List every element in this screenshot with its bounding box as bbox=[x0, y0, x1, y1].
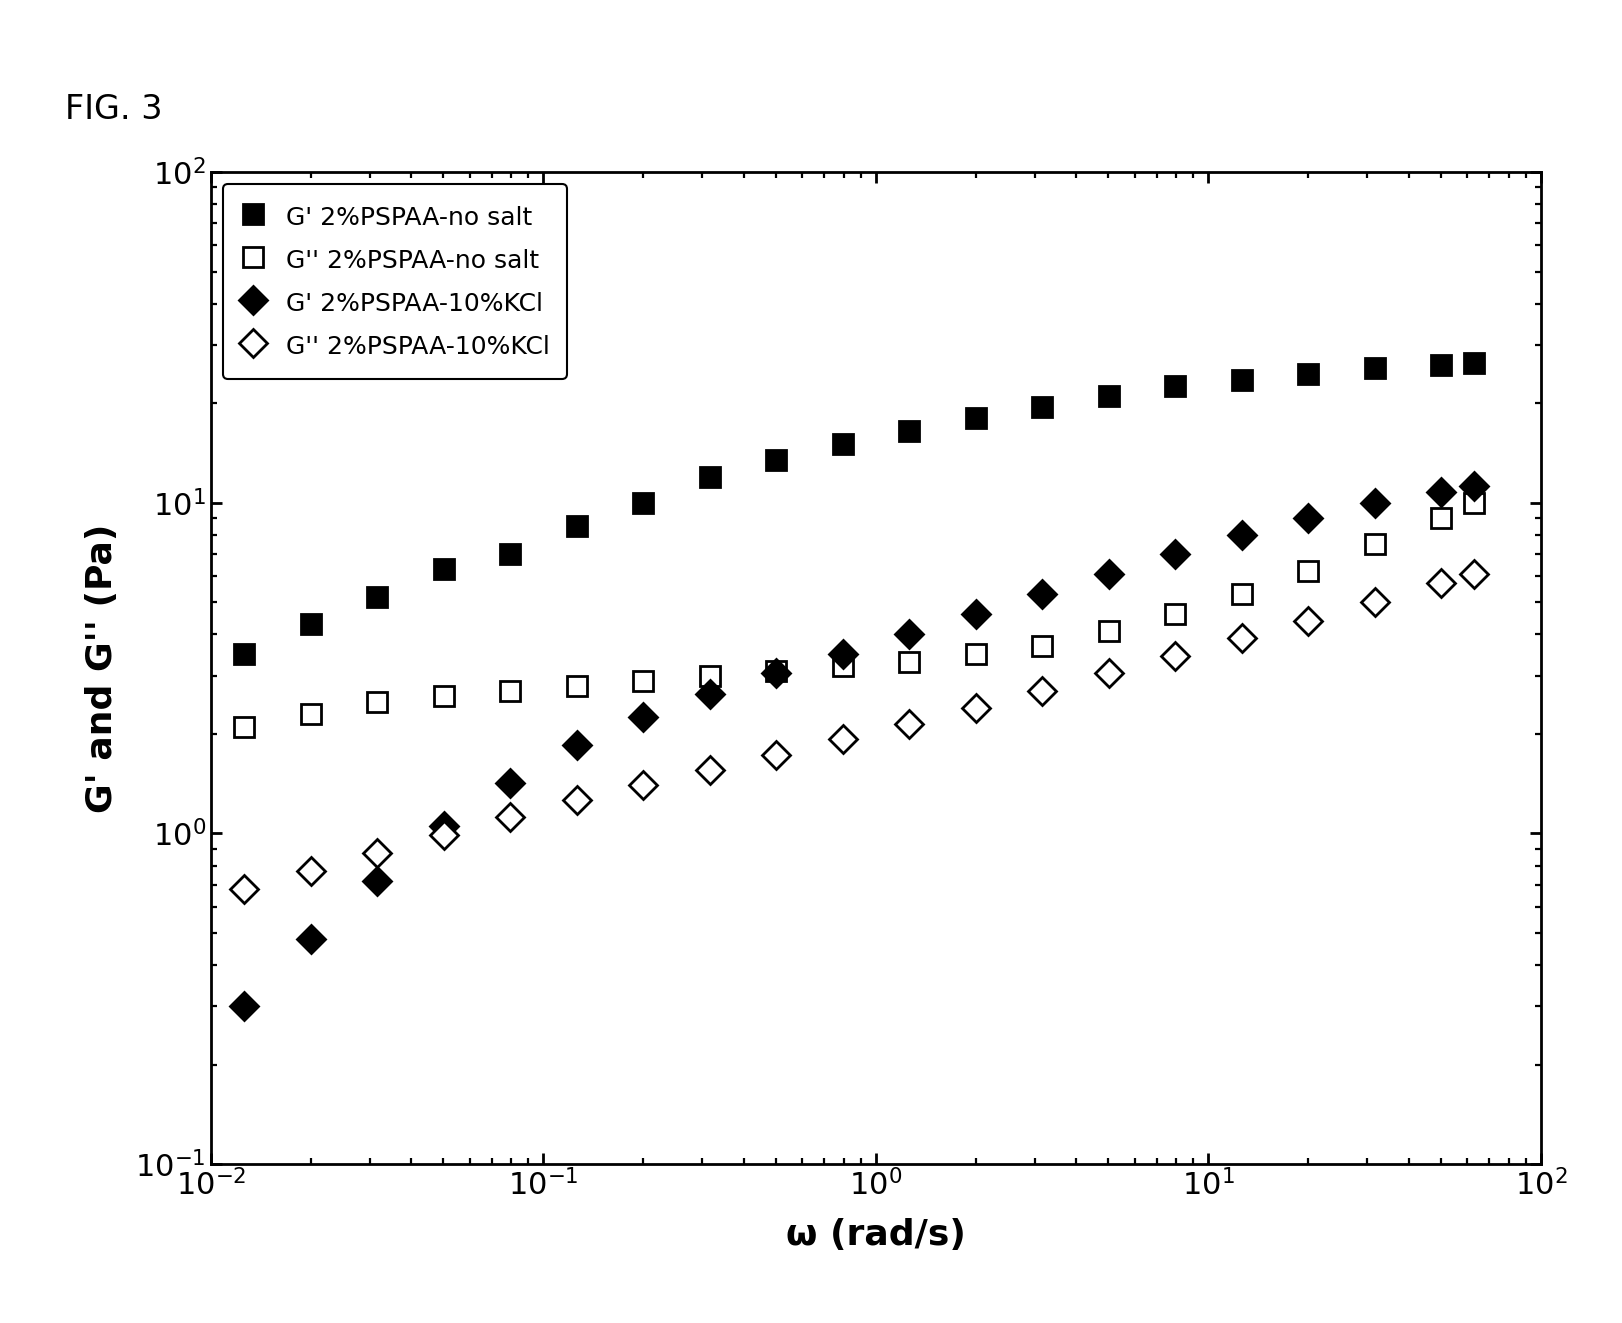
G' 2%PSPAA-no salt bbox=[1431, 357, 1450, 373]
G' 2%PSPAA-no salt bbox=[1364, 360, 1384, 376]
G'' 2%PSPAA-no salt bbox=[568, 677, 587, 693]
G' 2%PSPAA-10%KCl bbox=[832, 646, 852, 662]
G'' 2%PSPAA-no salt bbox=[433, 688, 453, 704]
Line: G'' 2%PSPAA-no salt: G'' 2%PSPAA-no salt bbox=[235, 493, 1484, 737]
G' 2%PSPAA-no salt bbox=[900, 423, 920, 439]
G' 2%PSPAA-no salt bbox=[367, 589, 386, 605]
G'' 2%PSPAA-no salt bbox=[699, 668, 719, 684]
G' 2%PSPAA-no salt bbox=[302, 617, 321, 632]
G' 2%PSPAA-10%KCl bbox=[1465, 479, 1484, 495]
G' 2%PSPAA-10%KCl bbox=[433, 819, 453, 835]
G'' 2%PSPAA-10%KCl bbox=[967, 700, 986, 716]
Text: FIG. 3: FIG. 3 bbox=[65, 93, 162, 126]
Y-axis label: G' and G'' (Pa): G' and G'' (Pa) bbox=[84, 524, 118, 812]
G'' 2%PSPAA-10%KCl bbox=[367, 845, 386, 861]
G' 2%PSPAA-10%KCl bbox=[900, 626, 920, 642]
G' 2%PSPAA-no salt bbox=[1465, 355, 1484, 370]
G'' 2%PSPAA-10%KCl bbox=[1431, 576, 1450, 591]
G'' 2%PSPAA-10%KCl bbox=[1165, 648, 1184, 664]
G'' 2%PSPAA-no salt bbox=[1165, 606, 1184, 622]
G' 2%PSPAA-10%KCl bbox=[235, 999, 255, 1015]
G'' 2%PSPAA-10%KCl bbox=[1364, 594, 1384, 610]
G'' 2%PSPAA-10%KCl bbox=[1299, 613, 1319, 628]
G'' 2%PSPAA-no salt bbox=[500, 683, 519, 699]
G'' 2%PSPAA-no salt bbox=[1431, 509, 1450, 525]
G'' 2%PSPAA-10%KCl bbox=[433, 827, 453, 843]
G' 2%PSPAA-10%KCl bbox=[699, 685, 719, 701]
G'' 2%PSPAA-10%KCl bbox=[766, 746, 785, 762]
Line: G'' 2%PSPAA-10%KCl: G'' 2%PSPAA-10%KCl bbox=[235, 564, 1484, 898]
G' 2%PSPAA-10%KCl bbox=[634, 709, 654, 725]
G' 2%PSPAA-10%KCl bbox=[967, 606, 986, 622]
G' 2%PSPAA-no salt bbox=[568, 519, 587, 534]
G'' 2%PSPAA-10%KCl bbox=[832, 732, 852, 747]
G'' 2%PSPAA-no salt bbox=[634, 672, 654, 688]
G' 2%PSPAA-no salt bbox=[832, 437, 852, 452]
G'' 2%PSPAA-no salt bbox=[832, 659, 852, 675]
G'' 2%PSPAA-10%KCl bbox=[1098, 665, 1118, 681]
G' 2%PSPAA-no salt bbox=[634, 495, 654, 511]
G' 2%PSPAA-10%KCl bbox=[1431, 484, 1450, 500]
G'' 2%PSPAA-10%KCl bbox=[1032, 683, 1051, 699]
G' 2%PSPAA-10%KCl bbox=[1299, 509, 1319, 525]
G' 2%PSPAA-no salt bbox=[1233, 372, 1252, 388]
G'' 2%PSPAA-no salt bbox=[302, 706, 321, 722]
G' 2%PSPAA-10%KCl bbox=[1233, 527, 1252, 542]
G' 2%PSPAA-no salt bbox=[1165, 378, 1184, 394]
G'' 2%PSPAA-no salt bbox=[1098, 623, 1118, 639]
G'' 2%PSPAA-10%KCl bbox=[568, 792, 587, 808]
G'' 2%PSPAA-10%KCl bbox=[235, 881, 255, 897]
G'' 2%PSPAA-no salt bbox=[1364, 536, 1384, 552]
G'' 2%PSPAA-10%KCl bbox=[634, 777, 654, 792]
G' 2%PSPAA-no salt bbox=[500, 546, 519, 562]
G'' 2%PSPAA-10%KCl bbox=[900, 716, 920, 732]
G' 2%PSPAA-no salt bbox=[1098, 388, 1118, 404]
G'' 2%PSPAA-no salt bbox=[1299, 564, 1319, 579]
G' 2%PSPAA-10%KCl bbox=[500, 775, 519, 791]
G' 2%PSPAA-no salt bbox=[967, 410, 986, 426]
G' 2%PSPAA-10%KCl bbox=[1364, 495, 1384, 511]
G' 2%PSPAA-no salt bbox=[699, 468, 719, 484]
Legend: G' 2%PSPAA-no salt, G'' 2%PSPAA-no salt, G' 2%PSPAA-10%KCl, G'' 2%PSPAA-10%KCl: G' 2%PSPAA-no salt, G'' 2%PSPAA-no salt,… bbox=[224, 184, 568, 378]
G'' 2%PSPAA-10%KCl bbox=[1233, 630, 1252, 646]
G'' 2%PSPAA-no salt bbox=[766, 663, 785, 679]
G'' 2%PSPAA-no salt bbox=[1032, 638, 1051, 654]
G' 2%PSPAA-no salt bbox=[1299, 366, 1319, 382]
G' 2%PSPAA-10%KCl bbox=[568, 737, 587, 753]
G'' 2%PSPAA-10%KCl bbox=[1465, 566, 1484, 582]
Line: G' 2%PSPAA-10%KCl: G' 2%PSPAA-10%KCl bbox=[235, 476, 1484, 1016]
G' 2%PSPAA-10%KCl bbox=[302, 931, 321, 947]
G'' 2%PSPAA-10%KCl bbox=[500, 810, 519, 826]
G' 2%PSPAA-10%KCl bbox=[766, 665, 785, 681]
Line: G' 2%PSPAA-no salt: G' 2%PSPAA-no salt bbox=[235, 353, 1484, 663]
G' 2%PSPAA-10%KCl bbox=[367, 873, 386, 889]
G' 2%PSPAA-no salt bbox=[433, 561, 453, 577]
G'' 2%PSPAA-no salt bbox=[900, 654, 920, 669]
G' 2%PSPAA-no salt bbox=[766, 451, 785, 467]
G'' 2%PSPAA-no salt bbox=[1465, 495, 1484, 511]
G' 2%PSPAA-10%KCl bbox=[1032, 586, 1051, 602]
G' 2%PSPAA-no salt bbox=[235, 646, 255, 662]
G'' 2%PSPAA-no salt bbox=[1233, 586, 1252, 602]
G'' 2%PSPAA-10%KCl bbox=[699, 762, 719, 778]
G' 2%PSPAA-10%KCl bbox=[1165, 546, 1184, 562]
G'' 2%PSPAA-no salt bbox=[367, 695, 386, 710]
X-axis label: ω (rad/s): ω (rad/s) bbox=[787, 1218, 965, 1253]
G'' 2%PSPAA-no salt bbox=[235, 718, 255, 734]
G'' 2%PSPAA-10%KCl bbox=[302, 863, 321, 878]
G' 2%PSPAA-10%KCl bbox=[1098, 566, 1118, 582]
G'' 2%PSPAA-no salt bbox=[967, 646, 986, 662]
G' 2%PSPAA-no salt bbox=[1032, 398, 1051, 414]
